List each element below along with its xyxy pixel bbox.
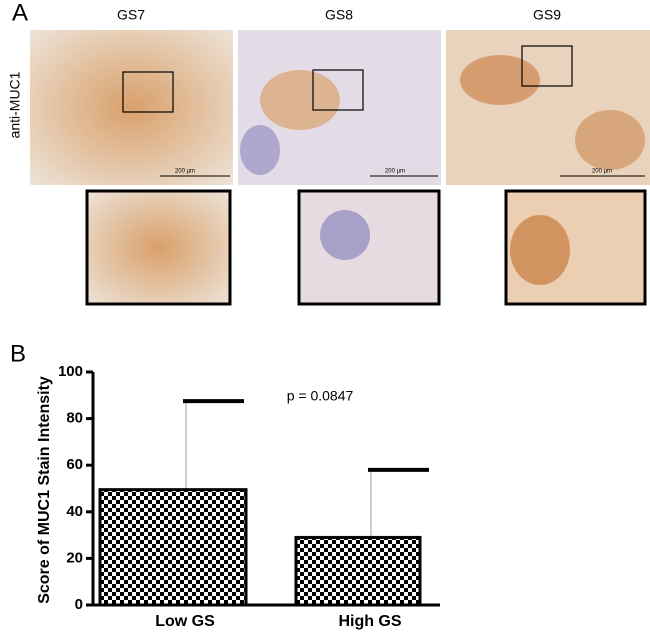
panel-label: B [10,340,26,367]
y-tick-label: 100 [58,363,83,380]
y-tick-label: 80 [66,410,83,427]
column-label: GS7 [117,7,145,23]
panel-label: A [12,0,28,26]
scale-bar-label: 200 µm [385,169,405,175]
y-tick-label: 40 [66,503,83,520]
x-tick-label: Low GS [155,613,215,630]
row-label: anti-MUC1 [7,71,23,138]
bar [98,488,248,607]
scale-bar-label: 200 µm [175,169,195,175]
y-axis-label: Score of MUC1 Stain Intensity [36,376,53,604]
annotation: p = 0.0847 [287,388,354,404]
column-label: GS8 [325,7,353,23]
x-tick-label: High GS [338,613,401,630]
micrograph [30,30,650,185]
scale-bar-label: 200 µm [592,169,612,175]
y-tick-label: 60 [66,456,83,473]
column-label: GS9 [533,7,561,23]
y-tick-label: 0 [75,596,83,613]
inset [85,189,647,306]
bar [294,535,422,607]
y-tick-label: 20 [66,549,83,566]
